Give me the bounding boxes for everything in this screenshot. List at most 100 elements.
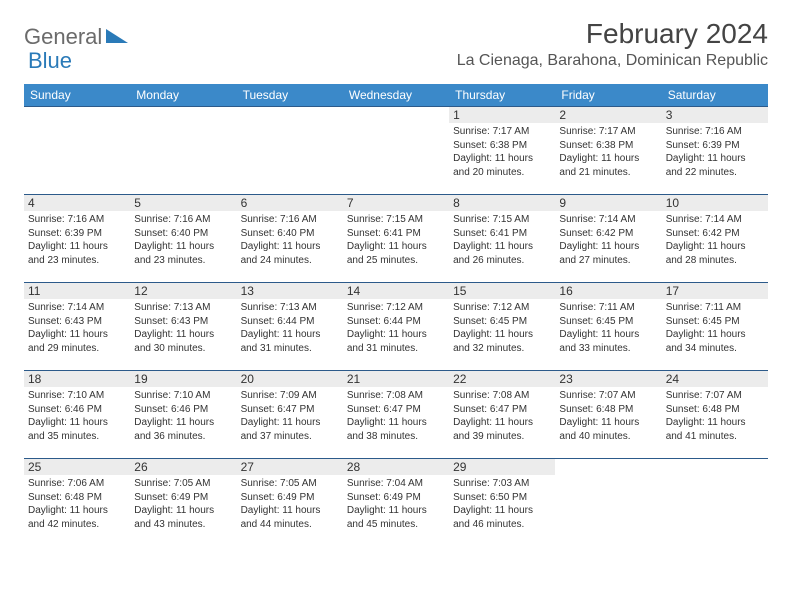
- calendar-cell: 19 Sunrise: 7:10 AMSunset: 6:46 PMDayligh…: [130, 371, 236, 459]
- weekday-header-row: Sunday Monday Tuesday Wednesday Thursday…: [24, 84, 768, 107]
- calendar-cell: 3 Sunrise: 7:16 AMSunset: 6:39 PMDaylight…: [662, 107, 768, 195]
- day-details: Sunrise: 7:14 AMSunset: 6:42 PMDaylight:…: [559, 213, 657, 267]
- day-details: Sunrise: 7:05 AMSunset: 6:49 PMDaylight:…: [134, 477, 232, 531]
- weekday-header: Wednesday: [343, 84, 449, 107]
- calendar-cell: 2 Sunrise: 7:17 AMSunset: 6:38 PMDaylight…: [555, 107, 661, 195]
- calendar-cell: 15Sunrise: 7:12 AMSunset: 6:45 PMDayligh…: [449, 283, 555, 371]
- day-details: Sunrise: 7:12 AMSunset: 6:44 PMDaylight:…: [347, 301, 445, 355]
- calendar-cell: 1 Sunrise: 7:17 AMSunset: 6:38 PMDaylight…: [449, 107, 555, 195]
- day-details: Sunrise: 7:10 AMSunset: 6:46 PMDaylight:…: [134, 389, 232, 443]
- calendar-cell: 17 Sunrise: 7:11 AMSunset: 6:45 PMDayligh…: [662, 283, 768, 371]
- day-number: 1: [449, 107, 555, 123]
- day-details: Sunrise: 7:05 AMSunset: 6:49 PMDaylight:…: [241, 477, 339, 531]
- calendar-cell: 23Sunrise: 7:07 AMSunset: 6:48 PMDayligh…: [555, 371, 661, 459]
- calendar-row: 11 Sunrise: 7:14 AMSunset: 6:43 PMDayligh…: [24, 283, 768, 371]
- day-details: Sunrise: 7:16 AMSunset: 6:39 PMDaylight:…: [28, 213, 126, 267]
- day-details: Sunrise: 7:14 AMSunset: 6:43 PMDaylight:…: [28, 301, 126, 355]
- day-number: 8: [449, 195, 555, 211]
- calendar-row: 18Sunrise: 7:10 AMSunset: 6:46 PMDayligh…: [24, 371, 768, 459]
- day-details: Sunrise: 7:04 AMSunset: 6:49 PMDaylight:…: [347, 477, 445, 531]
- calendar-cell: 11 Sunrise: 7:14 AMSunset: 6:43 PMDayligh…: [24, 283, 130, 371]
- day-number: 18: [24, 371, 130, 387]
- day-number: 27: [237, 459, 343, 475]
- calendar-row: 25 Sunrise: 7:06 AMSunset: 6:48 PMDayligh…: [24, 459, 768, 547]
- day-number: 14: [343, 283, 449, 299]
- location-text: La Cienaga, Barahona, Dominican Republic: [457, 52, 768, 70]
- calendar-cell: 18 Sunrise: 7:10 AMSunset: 6:46 PMDayligh…: [24, 371, 130, 459]
- calendar-body: 1Sunrise: 7:17 AMSunset: 6:38 PMDaylight…: [24, 107, 768, 547]
- calendar-cell: 12 Sunrise: 7:13 AMSunset: 6:43 PMDayligh…: [130, 283, 236, 371]
- day-number: 2: [555, 107, 661, 123]
- calendar-cell: [24, 107, 130, 195]
- day-number: 23: [555, 371, 661, 387]
- calendar-cell: 28 Sunrise: 7:04 AMSunset: 6:49 PMDayligh…: [343, 459, 449, 547]
- day-number: 25: [24, 459, 130, 475]
- day-details: Sunrise: 7:17 AMSunset: 6:38 PMDaylight:…: [453, 125, 551, 179]
- day-details: Sunrise: 7:13 AMSunset: 6:43 PMDaylight:…: [134, 301, 232, 355]
- day-details: Sunrise: 7:13 AMSunset: 6:44 PMDaylight:…: [241, 301, 339, 355]
- weekday-header: Sunday: [24, 84, 130, 107]
- day-details: Sunrise: 7:09 AMSunset: 6:47 PMDaylight:…: [241, 389, 339, 443]
- day-number: 24: [662, 371, 768, 387]
- calendar-cell: 24Sunrise: 7:07 AMSunset: 6:48 PMDayligh…: [662, 371, 768, 459]
- calendar-cell: 29 Sunrise: 7:03 AMSunset: 6:50 PMDayligh…: [449, 459, 555, 547]
- day-details: Sunrise: 7:16 AMSunset: 6:40 PMDaylight:…: [241, 213, 339, 267]
- weekday-header: Thursday: [449, 84, 555, 107]
- day-number: 26: [130, 459, 236, 475]
- weekday-header: Monday: [130, 84, 236, 107]
- day-number: 13: [237, 283, 343, 299]
- day-details: Sunrise: 7:15 AMSunset: 6:41 PMDaylight:…: [347, 213, 445, 267]
- logo-text-general: General: [24, 24, 102, 50]
- title-block: February 2024 La Cienaga, Barahona, Domi…: [457, 18, 768, 70]
- day-number: 9: [555, 195, 661, 211]
- logo-text-blue: Blue: [28, 48, 72, 73]
- day-number: 16: [555, 283, 661, 299]
- month-title: February 2024: [457, 18, 768, 50]
- calendar-cell: 20Sunrise: 7:09 AMSunset: 6:47 PMDayligh…: [237, 371, 343, 459]
- day-details: Sunrise: 7:14 AMSunset: 6:42 PMDaylight:…: [666, 213, 764, 267]
- day-details: Sunrise: 7:03 AMSunset: 6:50 PMDaylight:…: [453, 477, 551, 531]
- day-details: Sunrise: 7:08 AMSunset: 6:47 PMDaylight:…: [347, 389, 445, 443]
- day-details: Sunrise: 7:10 AMSunset: 6:46 PMDaylight:…: [28, 389, 126, 443]
- day-details: Sunrise: 7:17 AMSunset: 6:38 PMDaylight:…: [559, 125, 657, 179]
- day-number: 11: [24, 283, 130, 299]
- calendar-cell: 16 Sunrise: 7:11 AMSunset: 6:45 PMDayligh…: [555, 283, 661, 371]
- weekday-header: Tuesday: [237, 84, 343, 107]
- day-details: Sunrise: 7:16 AMSunset: 6:40 PMDaylight:…: [134, 213, 232, 267]
- calendar-cell: 27 Sunrise: 7:05 AMSunset: 6:49 PMDayligh…: [237, 459, 343, 547]
- calendar-table: Sunday Monday Tuesday Wednesday Thursday…: [24, 84, 768, 547]
- calendar-row: 1Sunrise: 7:17 AMSunset: 6:38 PMDaylight…: [24, 107, 768, 195]
- calendar-cell: 8 Sunrise: 7:15 AMSunset: 6:41 PMDaylight…: [449, 195, 555, 283]
- day-number: 5: [130, 195, 236, 211]
- day-details: Sunrise: 7:11 AMSunset: 6:45 PMDaylight:…: [666, 301, 764, 355]
- day-number: 10: [662, 195, 768, 211]
- day-number: 21: [343, 371, 449, 387]
- calendar-cell: [130, 107, 236, 195]
- day-number: 19: [130, 371, 236, 387]
- day-number: 6: [237, 195, 343, 211]
- day-number: 17: [662, 283, 768, 299]
- weekday-header: Friday: [555, 84, 661, 107]
- day-details: Sunrise: 7:16 AMSunset: 6:39 PMDaylight:…: [666, 125, 764, 179]
- calendar-cell: [555, 459, 661, 547]
- calendar-cell: 6 Sunrise: 7:16 AMSunset: 6:40 PMDaylight…: [237, 195, 343, 283]
- day-number: 28: [343, 459, 449, 475]
- calendar-cell: 7Sunrise: 7:15 AMSunset: 6:41 PMDaylight…: [343, 195, 449, 283]
- calendar-row: 4Sunrise: 7:16 AMSunset: 6:39 PMDaylight…: [24, 195, 768, 283]
- day-number: 12: [130, 283, 236, 299]
- calendar-cell: 9 Sunrise: 7:14 AMSunset: 6:42 PMDaylight…: [555, 195, 661, 283]
- calendar-cell: 4Sunrise: 7:16 AMSunset: 6:39 PMDaylight…: [24, 195, 130, 283]
- day-details: Sunrise: 7:06 AMSunset: 6:48 PMDaylight:…: [28, 477, 126, 531]
- day-details: Sunrise: 7:11 AMSunset: 6:45 PMDaylight:…: [559, 301, 657, 355]
- calendar-cell: 22Sunrise: 7:08 AMSunset: 6:47 PMDayligh…: [449, 371, 555, 459]
- day-details: Sunrise: 7:15 AMSunset: 6:41 PMDaylight:…: [453, 213, 551, 267]
- calendar-cell: [343, 107, 449, 195]
- day-number: 29: [449, 459, 555, 475]
- weekday-header: Saturday: [662, 84, 768, 107]
- logo-triangle-icon: [106, 27, 128, 48]
- logo: General: [24, 18, 130, 50]
- day-details: Sunrise: 7:08 AMSunset: 6:47 PMDaylight:…: [453, 389, 551, 443]
- day-number: 15: [449, 283, 555, 299]
- day-number: 3: [662, 107, 768, 123]
- calendar-cell: 13 Sunrise: 7:13 AMSunset: 6:44 PMDayligh…: [237, 283, 343, 371]
